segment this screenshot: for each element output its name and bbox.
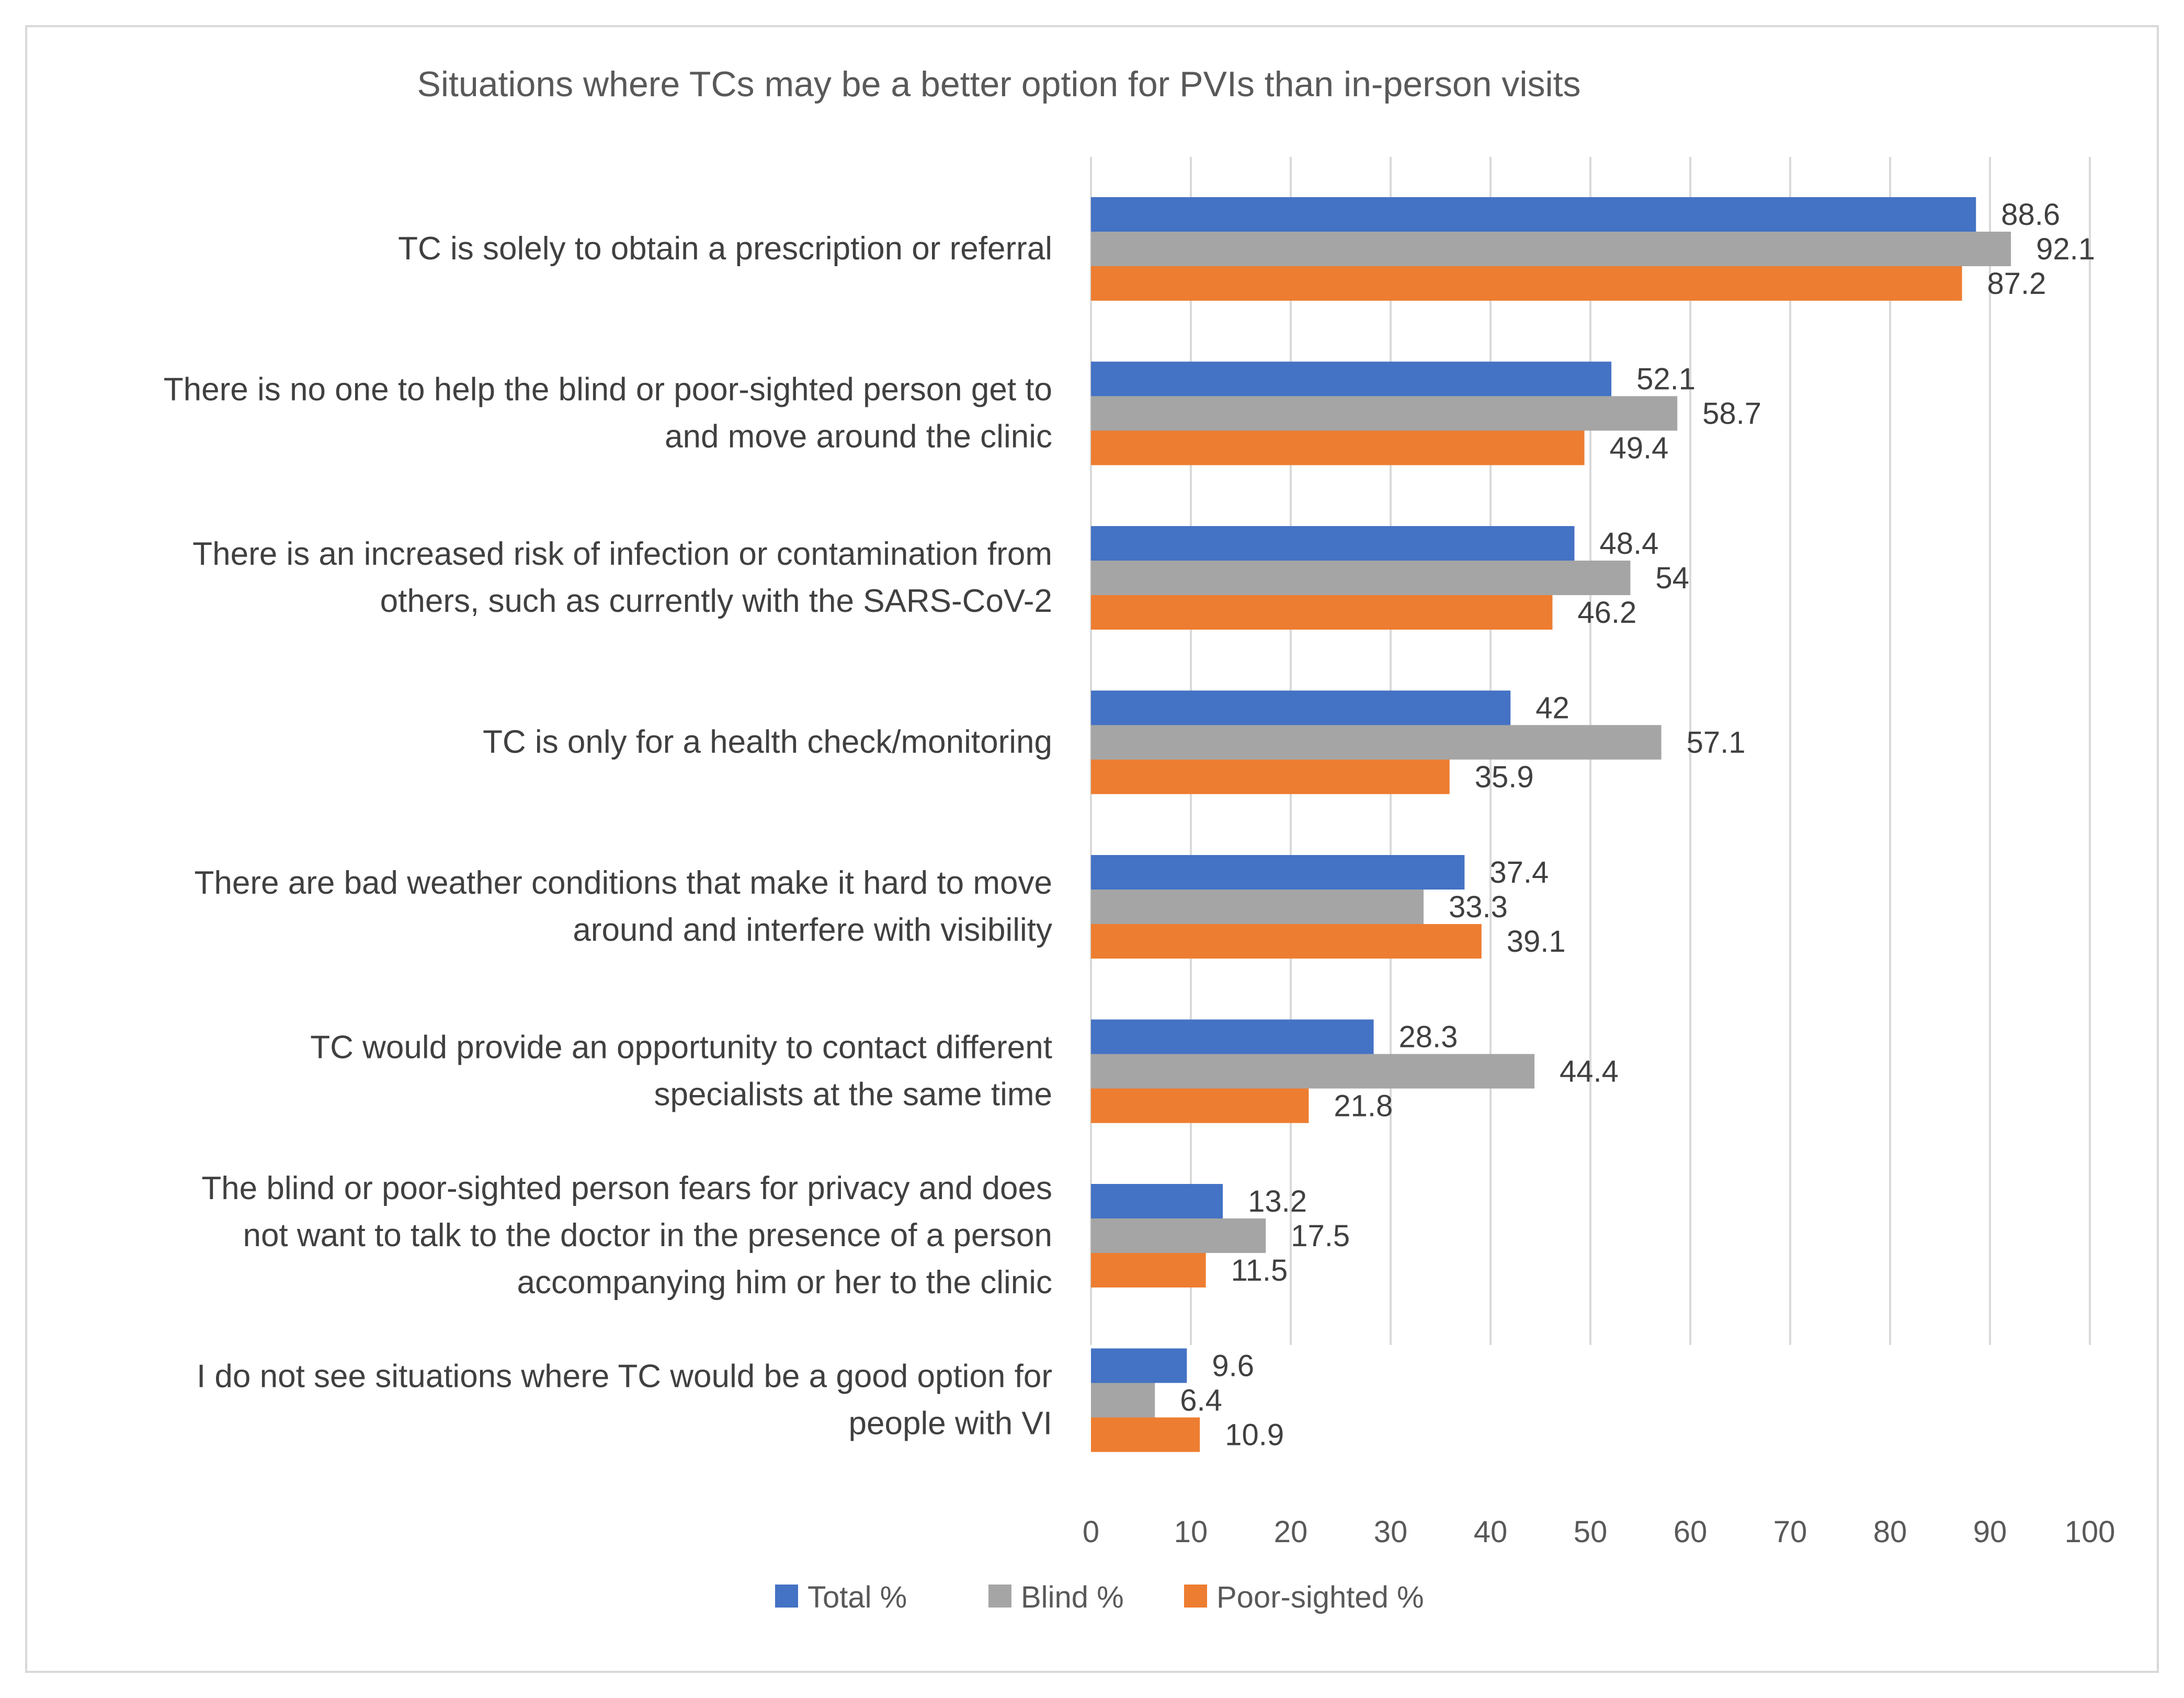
category-label-4-line-1: TC is only for a health check/monitoring: [483, 724, 1052, 760]
bar-poor-sighted-4: [1091, 759, 1450, 794]
bar-blind-7: [1091, 1218, 1266, 1253]
category-label-8-line-2: people with VI: [849, 1406, 1052, 1442]
chart-frame: Situations where TCs may be a better opt…: [25, 25, 2159, 1673]
bar-total-3: [1091, 526, 1575, 561]
bar-blind-6: [1091, 1054, 1535, 1089]
bar-total-2: [1091, 361, 1612, 396]
bar-blind-4: [1091, 725, 1662, 760]
category-label-3-line-2: others, such as currently with the SARS-…: [380, 583, 1052, 619]
category-label-8-line-1: I do not see situations where TC would b…: [197, 1359, 1052, 1395]
data-label-total-2: 52.1: [1636, 362, 1696, 396]
data-label-total-8: 9.6: [1212, 1349, 1254, 1383]
category-label-2-line-1: There is no one to help the blind or poo…: [164, 372, 1052, 408]
chart-title: Situations where TCs may be a better opt…: [417, 64, 1581, 104]
legend-swatch-blind: [988, 1585, 1011, 1608]
data-label-blind-8: 6.4: [1180, 1384, 1222, 1418]
category-label-1-line-1: TC is solely to obtain a prescription or…: [398, 231, 1052, 267]
category-label-6-line-2: specialists at the same time: [654, 1077, 1052, 1113]
bar-total-1: [1091, 197, 1976, 232]
data-label-total-5: 37.4: [1489, 856, 1549, 890]
bar-blind-1: [1091, 232, 2011, 266]
data-label-blind-7: 17.5: [1291, 1219, 1350, 1253]
x-tick-label-40: 40: [1474, 1515, 1508, 1549]
data-label-blind-6: 44.4: [1560, 1055, 1619, 1089]
bar-poor-sighted-5: [1091, 924, 1482, 959]
x-tick-label-80: 80: [1873, 1515, 1907, 1549]
category-label-7-line-3: accompanying him or her to the clinic: [517, 1264, 1052, 1301]
x-tick-label-60: 60: [1674, 1515, 1708, 1549]
legend-label-blind: Blind %: [1021, 1580, 1124, 1614]
bar-layer: [1091, 197, 2011, 1452]
data-label-total-3: 48.4: [1599, 527, 1658, 561]
data-label-total-7: 13.2: [1248, 1184, 1307, 1218]
x-tick-label-50: 50: [1574, 1515, 1608, 1549]
category-label-3-line-1: There is an increased risk of infection …: [192, 536, 1052, 572]
bar-blind-3: [1091, 561, 1631, 595]
bar-poor-sighted-8: [1091, 1417, 1200, 1452]
bar-total-5: [1091, 855, 1465, 890]
data-label-poor-sighted-4: 35.9: [1475, 760, 1534, 794]
legend-layer: Total % Blind % Poor-sighted %: [775, 1580, 1424, 1614]
data-label-poor-sighted-8: 10.9: [1225, 1418, 1284, 1452]
data-label-poor-sighted-7: 11.5: [1231, 1253, 1288, 1287]
bar-blind-5: [1091, 890, 1424, 924]
bar-total-7: [1091, 1184, 1223, 1218]
data-label-poor-sighted-2: 49.4: [1610, 431, 1669, 465]
data-label-total-6: 28.3: [1399, 1020, 1458, 1054]
bar-blind-8: [1091, 1383, 1155, 1418]
bar-poor-sighted-3: [1091, 595, 1553, 630]
data-label-blind-5: 33.3: [1449, 890, 1508, 924]
category-label-5-line-1: There are bad weather conditions that ma…: [195, 865, 1052, 901]
data-label-blind-1: 92.1: [2036, 232, 2095, 266]
x-tick-label-20: 20: [1274, 1515, 1308, 1549]
category-layer: TC is solely to obtain a prescription or…: [164, 231, 1052, 1442]
x-tick-label-30: 30: [1374, 1515, 1408, 1549]
x-tick-label-70: 70: [1773, 1515, 1807, 1549]
bar-total-6: [1091, 1019, 1374, 1054]
category-label-2-line-2: and move around the clinic: [665, 419, 1052, 455]
x-tick-label-0: 0: [1083, 1515, 1099, 1549]
category-label-5-line-2: around and interfere with visibility: [573, 912, 1052, 948]
data-label-poor-sighted-5: 39.1: [1507, 925, 1566, 959]
x-tick-label-90: 90: [1973, 1515, 2007, 1549]
data-label-poor-sighted-3: 46.2: [1577, 596, 1636, 630]
data-label-poor-sighted-1: 87.2: [1987, 267, 2046, 301]
x-tick-label-100: 100: [2065, 1515, 2115, 1549]
category-label-6-line-1: TC would provide an opportunity to conta…: [310, 1030, 1052, 1066]
legend-swatch-poor-sighted: [1184, 1585, 1207, 1608]
bar-total-4: [1091, 690, 1511, 725]
data-label-blind-4: 57.1: [1687, 726, 1746, 760]
tick-layer: 0 10 20 30 40 50 60 70 80 90 100: [1083, 1515, 2115, 1549]
legend-label-poor-sighted: Poor-sighted %: [1216, 1580, 1424, 1614]
legend-swatch-total: [775, 1585, 798, 1608]
bar-blind-2: [1091, 396, 1678, 431]
chart-svg: Situations where TCs may be a better opt…: [164, 64, 2115, 1614]
bar-poor-sighted-6: [1091, 1088, 1309, 1123]
x-tick-label-10: 10: [1174, 1515, 1208, 1549]
data-label-total-1: 88.6: [2001, 198, 2060, 232]
category-label-7-line-1: The blind or poor-sighted person fears f…: [201, 1170, 1052, 1206]
data-label-poor-sighted-6: 21.8: [1334, 1089, 1393, 1123]
data-label-blind-3: 54: [1655, 561, 1689, 595]
bar-total-8: [1091, 1348, 1187, 1383]
category-label-7-line-2: not want to talk to the doctor in the pr…: [243, 1217, 1052, 1253]
data-label-total-4: 42: [1535, 691, 1569, 725]
label-layer: 88.692.187.2 52.158.7 49.4 48.454 46.2 42 57.1…: [1180, 198, 2095, 1452]
bar-poor-sighted-2: [1091, 430, 1585, 465]
legend-label-total: Total %: [807, 1580, 907, 1614]
bar-poor-sighted-7: [1091, 1253, 1206, 1287]
bar-poor-sighted-1: [1091, 266, 1962, 301]
data-label-blind-2: 58.7: [1702, 397, 1761, 431]
